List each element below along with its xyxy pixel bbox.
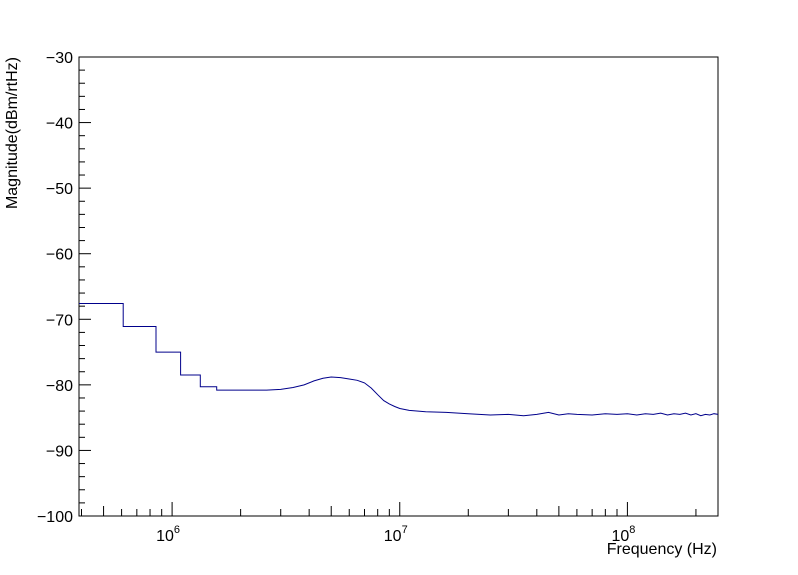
x-tick-label: 106 [156, 524, 180, 545]
y-axis: −100 −90 −80 −70 −60 −50 −40 −30 [37, 50, 91, 526]
y-tick-label: −40 [46, 116, 73, 133]
x-tick-label: 107 [384, 524, 408, 545]
x-axis-title: Frequency (Hz) [607, 541, 717, 558]
plot-frame [78, 56, 719, 517]
x-axis: 106 107 108 [81, 502, 697, 545]
y-tick-label: −30 [46, 50, 73, 67]
y-tick-label: −70 [46, 312, 73, 329]
series-line [79, 303, 719, 417]
y-axis-title: Magnitude(dBm/rtHz) [4, 57, 21, 209]
x-tick-label: 108 [611, 524, 635, 545]
y-tick-label: −80 [46, 378, 73, 395]
y-tick-label: −100 [37, 509, 73, 526]
y-tick-label: −50 [46, 181, 73, 198]
y-tick-label: −60 [46, 247, 73, 264]
y-tick-label: −90 [46, 443, 73, 460]
